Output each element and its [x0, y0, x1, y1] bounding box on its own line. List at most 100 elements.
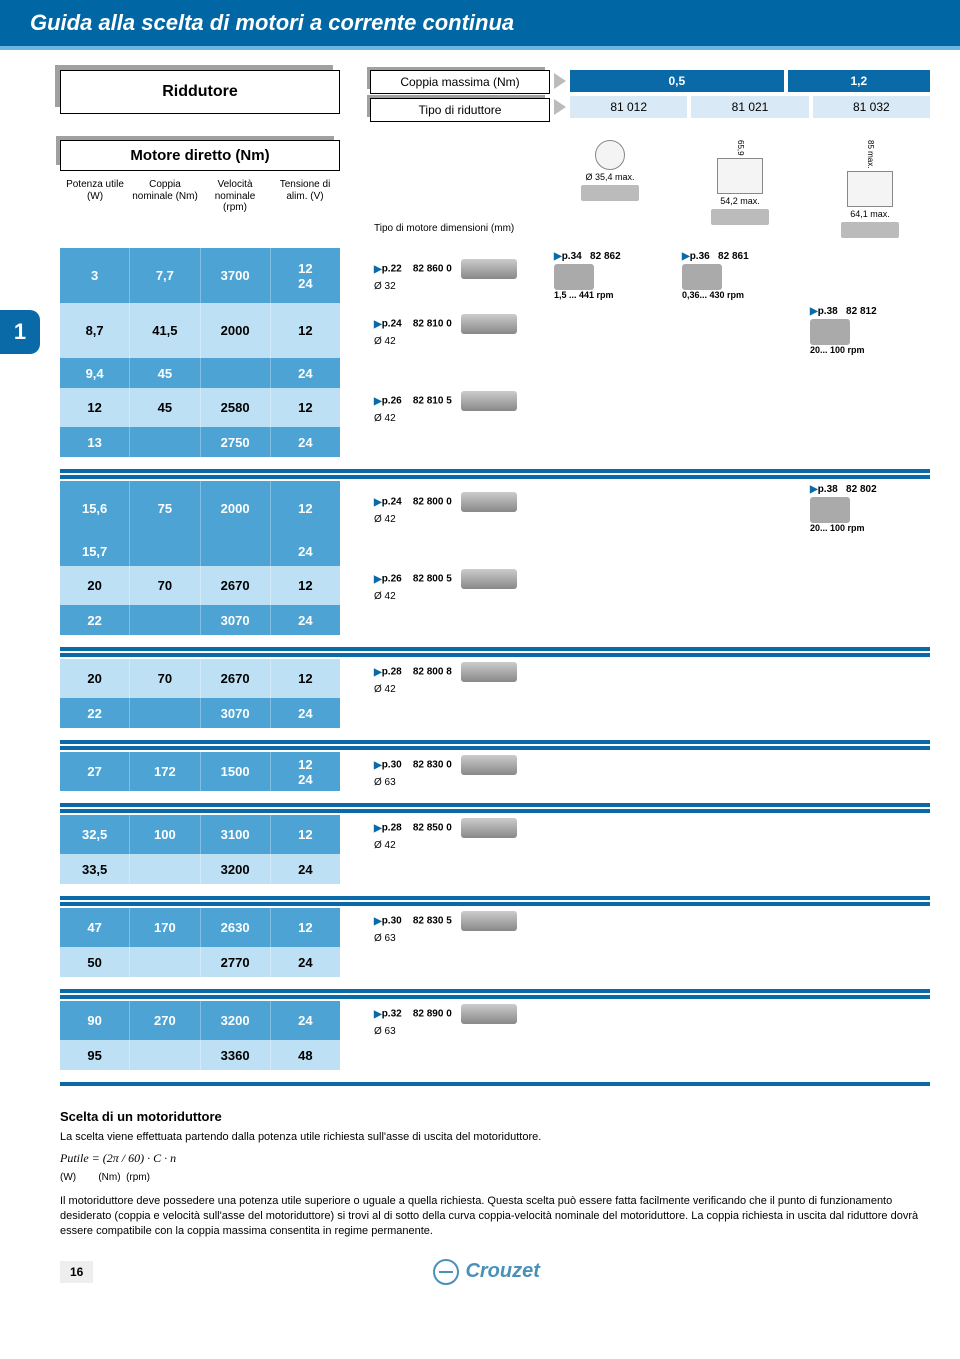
- spec-cell: 3100: [201, 815, 271, 854]
- gearbox-cell: [678, 752, 802, 791]
- spec-cell: [130, 427, 200, 457]
- spec-cell: 27: [60, 752, 130, 791]
- gearbox-cell: [550, 1001, 674, 1040]
- col-header-3: Tensione di alim. (V): [270, 177, 340, 216]
- spec-cell: 24: [271, 947, 340, 977]
- spec-cell: 2670: [201, 659, 271, 698]
- spec-cell: 32,5: [60, 815, 130, 854]
- motor-diameter: Ø 42: [374, 684, 546, 695]
- spec-cells: 1245258012: [60, 388, 340, 427]
- block-separator: [60, 809, 930, 813]
- gearbox-icon: [847, 171, 893, 207]
- gearbox-cell: [678, 908, 802, 947]
- spec-cell: 22: [60, 698, 130, 728]
- spec-cell: 41,5: [130, 303, 200, 358]
- dim-cell-0: Ø 35,4 max.: [550, 140, 670, 238]
- footer-text: Scelta di un motoriduttore La scelta vie…: [0, 1088, 960, 1249]
- spec-cell: 12: [271, 659, 340, 698]
- spec-cell: 24: [271, 427, 340, 457]
- gearbox-cell: [678, 659, 802, 698]
- data-table: 37,7370012 24▶p.22 82 860 0 Ø 32▶p.34 82…: [0, 248, 960, 1086]
- motor-reference: ▶p.26 82 810 5: [374, 391, 546, 411]
- spec-cell: 12: [271, 481, 340, 536]
- page-title: Guida alla scelta di motori a corrente c…: [0, 0, 960, 50]
- gearbox-cell: [806, 854, 930, 884]
- gearbox-cell: [550, 854, 674, 884]
- spec-cell: 70: [130, 659, 200, 698]
- spec-cells: 50277024: [60, 947, 340, 977]
- gearbox-cells: [550, 1040, 930, 1070]
- gearbox-cell: ▶p.38 82 81220... 100 rpm: [806, 303, 930, 358]
- spec-cells: 15,675200012: [60, 481, 340, 536]
- tipo-riduttore-label: Tipo di riduttore: [370, 98, 550, 122]
- spec-cell: 20: [60, 566, 130, 605]
- gearbox-cells: [550, 752, 930, 791]
- gearbox-cells: ▶p.38 82 80220... 100 rpm: [550, 481, 930, 536]
- table-row: 15,675200012▶p.24 82 800 0 Ø 42▶p.38 82 …: [60, 481, 930, 536]
- table-row: 15,724: [60, 536, 930, 566]
- data-block: 15,675200012▶p.24 82 800 0 Ø 42▶p.38 82 …: [60, 481, 930, 635]
- coppia-value-1: 1,2: [788, 70, 930, 92]
- gearbox-cells: [550, 815, 930, 854]
- motor-diameter: Ø 32: [374, 281, 546, 292]
- gearbox-cell: [806, 536, 930, 566]
- motor-reference: ▶p.30 82 830 0: [374, 755, 546, 775]
- block-separator: [60, 803, 930, 807]
- motor-ref-cell: ▶p.26 82 810 5 Ø 42: [370, 388, 550, 427]
- gearbox-rpm: 0,36... 430 rpm: [682, 290, 798, 300]
- spec-cells: 47170263012: [60, 908, 340, 947]
- motor-diameter: Ø 42: [374, 514, 546, 525]
- spec-cell: 2580: [201, 388, 271, 427]
- spec-cell: 70: [130, 566, 200, 605]
- motor-reference: ▶p.28 82 850 0: [374, 818, 546, 838]
- block-separator: [60, 995, 930, 999]
- coppia-tipo-labels: Coppia massima (Nm) Tipo di riduttore: [370, 70, 550, 126]
- spec-cell: 22: [60, 605, 130, 635]
- spec-cells: 95336048: [60, 1040, 340, 1070]
- spec-cells: 22307024: [60, 698, 340, 728]
- spec-cell: 8,7: [60, 303, 130, 358]
- spec-cell: 1500: [201, 752, 271, 791]
- spec-cell: 3: [60, 248, 130, 303]
- table-row: 47170263012▶p.30 82 830 5 Ø 63: [60, 908, 930, 947]
- spec-cell: 48: [271, 1040, 340, 1070]
- motor-reference: ▶p.24 82 810 0: [374, 314, 546, 334]
- block-separator: [60, 989, 930, 993]
- spec-cell: 3200: [201, 1001, 271, 1040]
- spec-cells: 37,7370012 24: [60, 248, 340, 303]
- gearbox-cell: ▶p.38 82 80220... 100 rpm: [806, 481, 930, 536]
- spec-cell: 50: [60, 947, 130, 977]
- gearbox-reference: ▶p.38 82 802: [810, 484, 926, 495]
- gearbox-cells: [550, 908, 930, 947]
- motor-ref-cell: ▶p.24 82 810 0 Ø 42: [370, 303, 550, 358]
- gearbox-cell: [806, 659, 930, 698]
- motor-diameter: Ø 42: [374, 336, 546, 347]
- motor-reference: ▶p.28 82 800 8: [374, 662, 546, 682]
- spec-cell: 15,6: [60, 481, 130, 536]
- gearbox-cell: [550, 388, 674, 427]
- spec-cells: 9,44524: [60, 358, 340, 388]
- spec-cell: 45: [130, 388, 200, 427]
- spec-cell: [130, 1040, 200, 1070]
- table-row: 37,7370012 24▶p.22 82 860 0 Ø 32▶p.34 82…: [60, 248, 930, 303]
- gearbox-cell: [678, 854, 802, 884]
- gearbox-cells: [550, 947, 930, 977]
- page: Guida alla scelta di motori a corrente c…: [0, 0, 960, 1359]
- table-row: 8,741,5200012▶p.24 82 810 0 Ø 42▶p.38 82…: [60, 303, 930, 358]
- motor-diameter: Ø 63: [374, 933, 546, 944]
- spec-cells: 33,5320024: [60, 854, 340, 884]
- tipo-value-0: 81 012: [570, 96, 687, 118]
- spec-cells: 90270320024: [60, 1001, 340, 1040]
- gearbox-cell: [550, 752, 674, 791]
- motor-icon: [841, 222, 899, 238]
- spec-cell: 20: [60, 659, 130, 698]
- gearbox-cell: [678, 815, 802, 854]
- spec-cell: 3700: [201, 248, 271, 303]
- block-separator: [60, 653, 930, 657]
- spec-cell: 172: [130, 752, 200, 791]
- gearbox-cell: [550, 698, 674, 728]
- dimension-icons: Ø 35,4 max. 65,9 54,2 max. 85 max. 64,1 …: [550, 140, 930, 238]
- spec-cells: 27172150012 24: [60, 752, 340, 791]
- gearbox-cell: [550, 481, 674, 536]
- spec-cell: 12: [271, 908, 340, 947]
